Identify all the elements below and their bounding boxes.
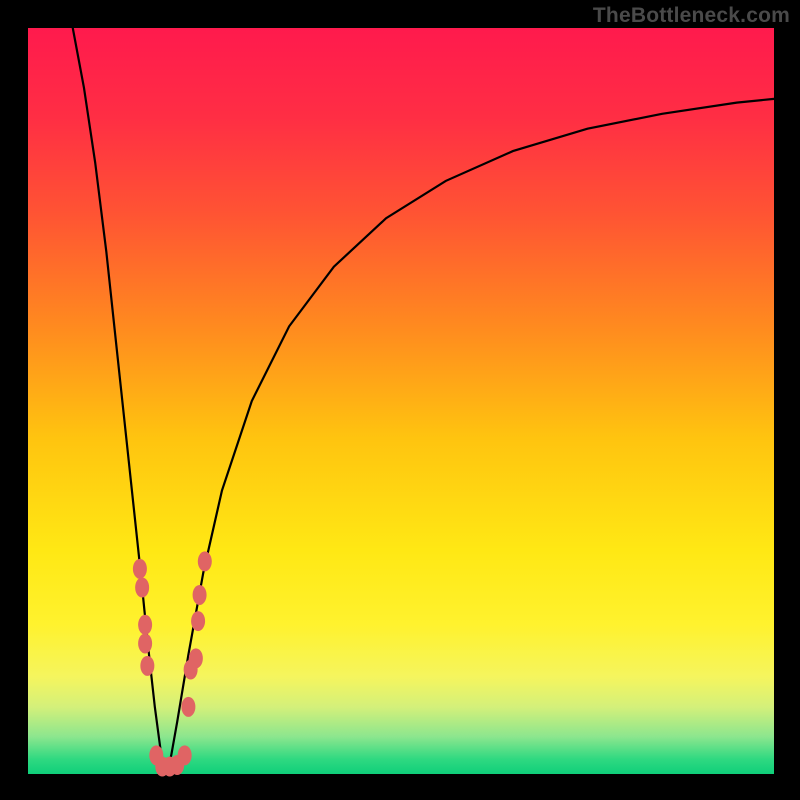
data-marker: [193, 585, 207, 605]
data-marker: [135, 578, 149, 598]
data-marker: [191, 611, 205, 631]
data-marker: [178, 745, 192, 765]
data-marker: [138, 633, 152, 653]
chart-svg: [0, 0, 800, 800]
data-marker: [189, 648, 203, 668]
data-marker: [138, 615, 152, 635]
watermark-text: TheBottleneck.com: [593, 4, 790, 28]
data-marker: [198, 551, 212, 571]
data-marker: [181, 697, 195, 717]
data-marker: [140, 656, 154, 676]
plot-background: [28, 28, 774, 774]
data-marker: [133, 559, 147, 579]
chart-container: TheBottleneck.com: [0, 0, 800, 800]
